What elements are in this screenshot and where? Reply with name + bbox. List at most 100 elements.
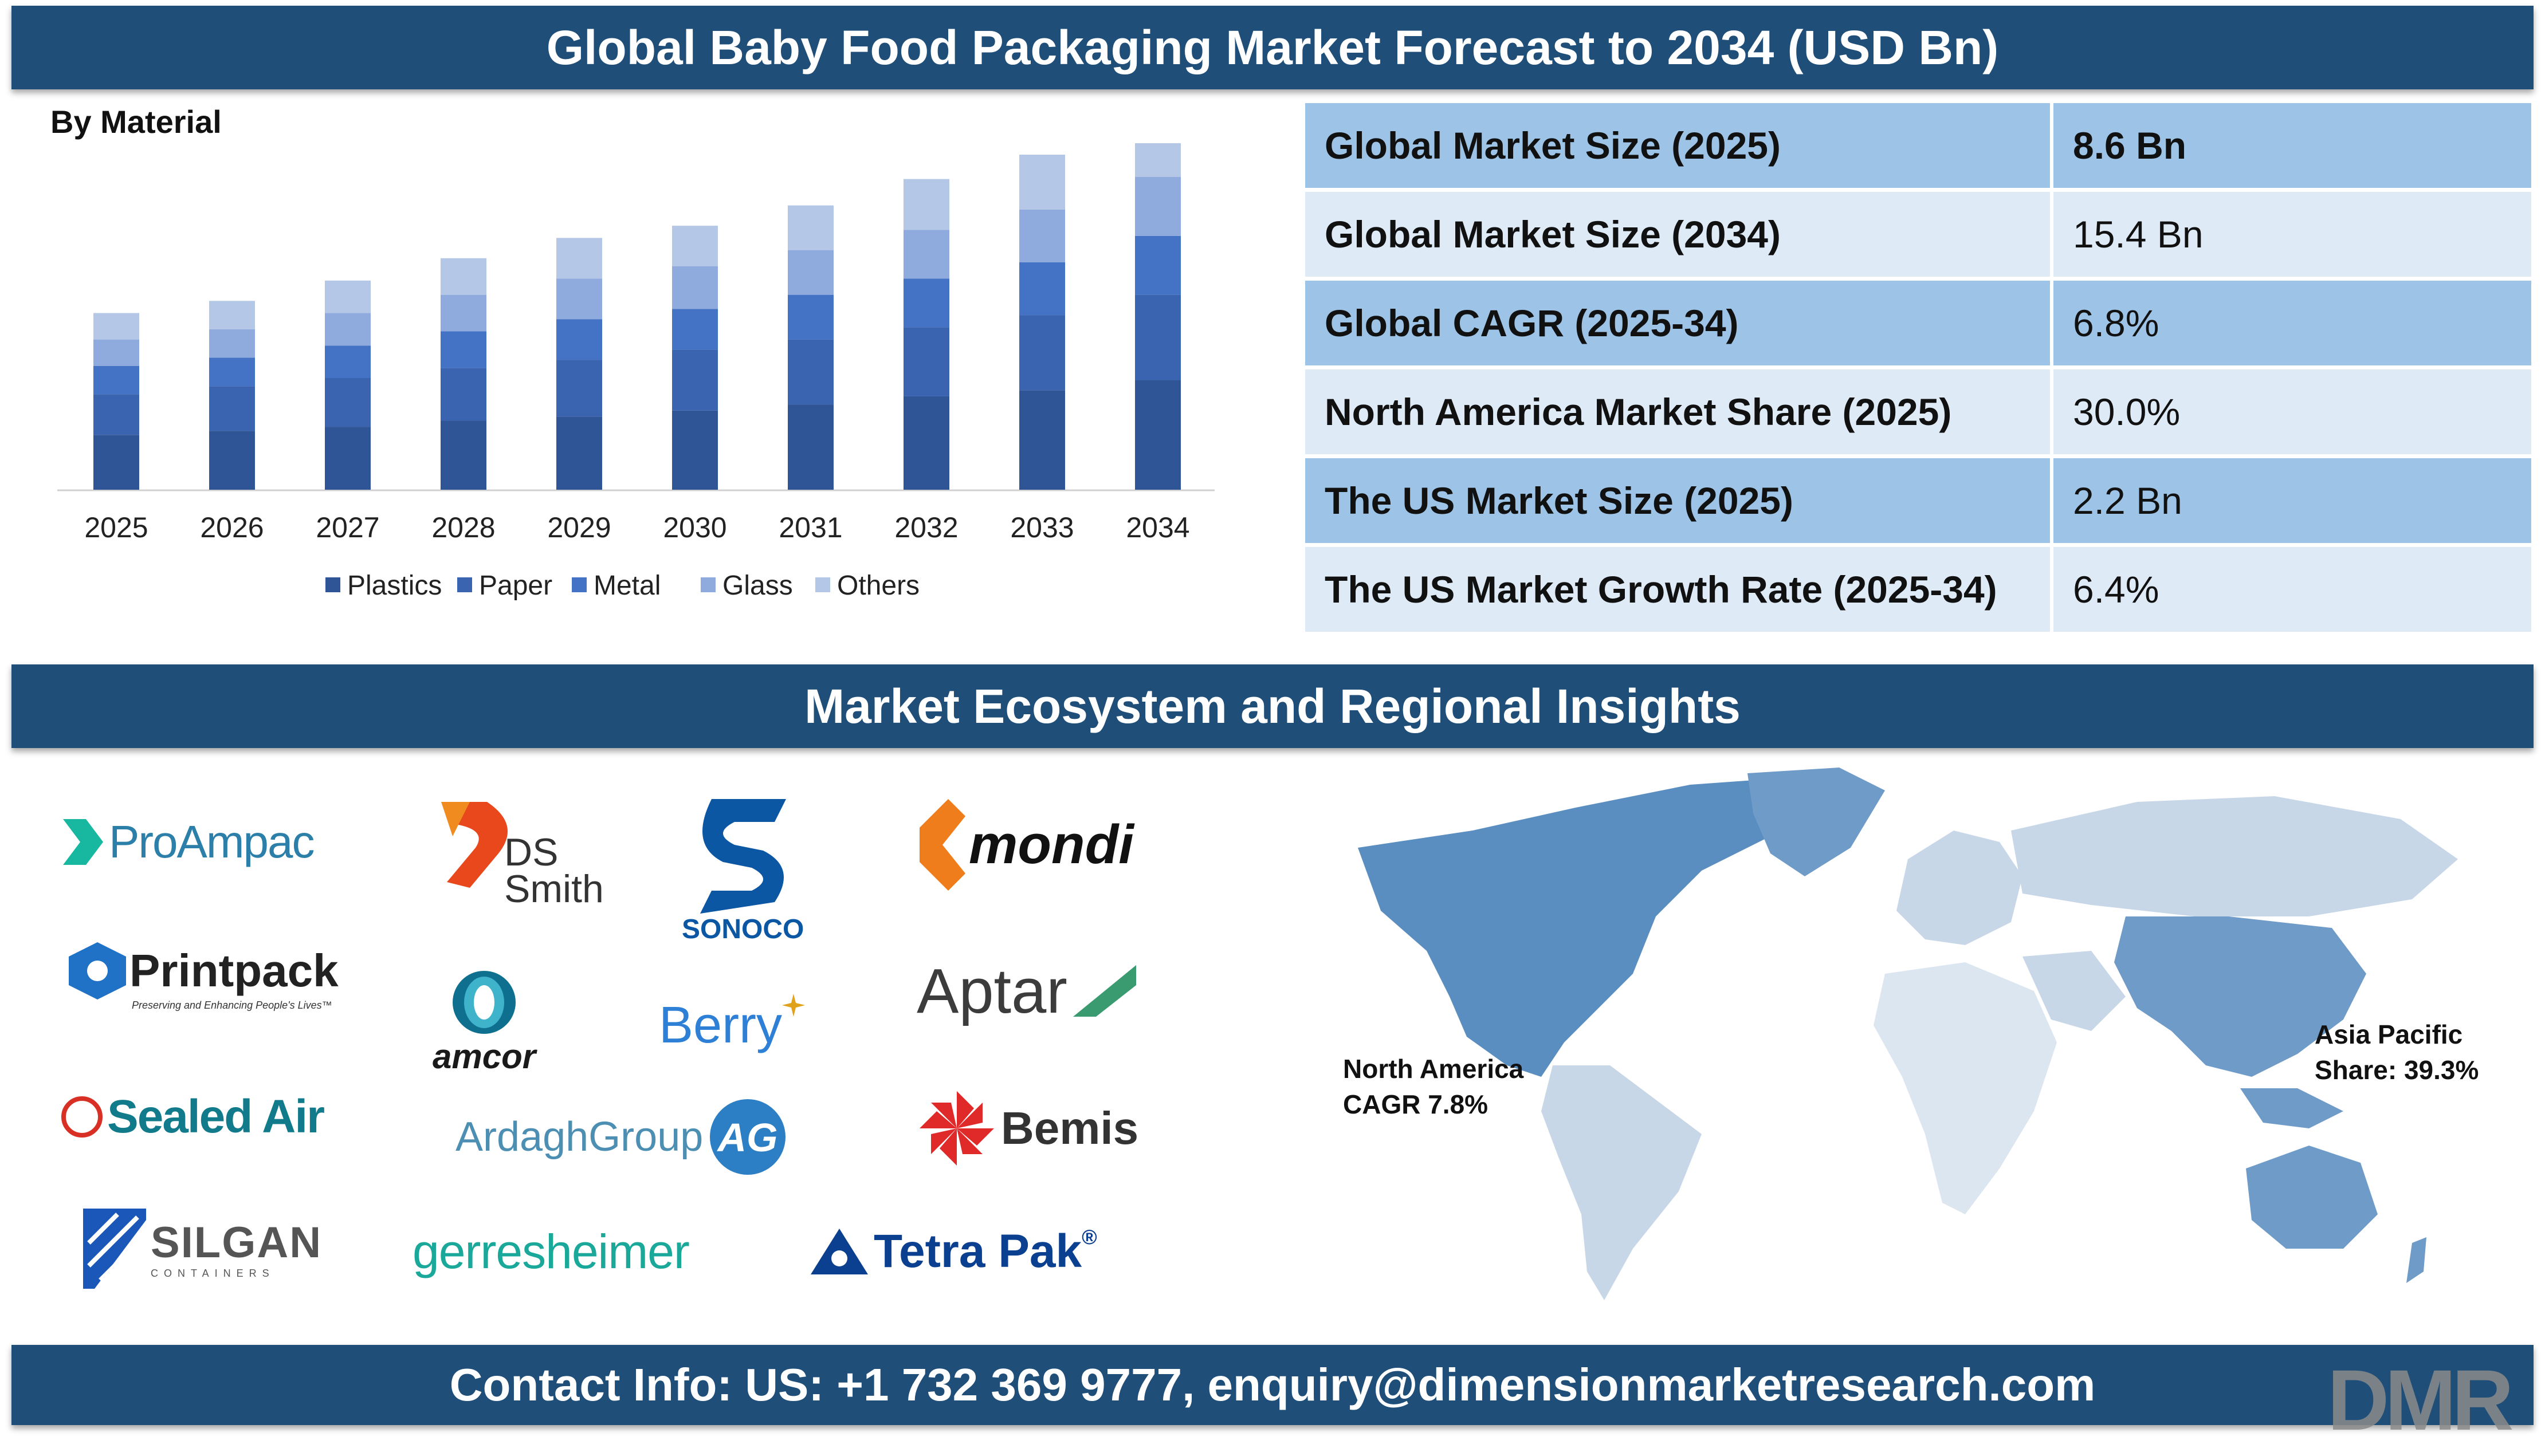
- bar-segment-others-2034: [1135, 143, 1181, 177]
- bar-segment-others-2026: [209, 301, 255, 329]
- contact-banner: Contact Info: US: +1 732 369 9777, enqui…: [11, 1345, 2534, 1425]
- bar-segment-metal-2027: [325, 345, 371, 378]
- mondi-logo: mondi: [920, 799, 1134, 891]
- section-title: Market Ecosystem and Regional Insights: [804, 679, 1741, 733]
- x-tick-label: 2027: [316, 511, 379, 544]
- proampac-chevron-icon: [63, 819, 103, 865]
- bar-segment-glass-2033: [1019, 209, 1065, 262]
- map-south-america: [1541, 1065, 1702, 1300]
- bar-segment-paper-2033: [1019, 315, 1065, 391]
- bar-segment-glass-2029: [556, 278, 602, 320]
- asia-pacific-label: Asia Pacific Share: 39.3%: [2315, 1020, 2479, 1085]
- x-tick-label: 2028: [431, 511, 495, 544]
- bar-segment-metal-2028: [441, 331, 486, 368]
- bar-segment-plastics-2027: [325, 427, 371, 490]
- bar-segment-plastics-2028: [441, 420, 486, 490]
- bar-segment-paper-2028: [441, 368, 486, 421]
- metric-label: Global Market Size (2025): [1325, 124, 1781, 167]
- legend-label-others: Others: [837, 570, 920, 601]
- bar-segment-plastics-2025: [93, 435, 139, 490]
- bar-segment-others-2031: [788, 205, 834, 250]
- page-title-banner: Global Baby Food Packaging Market Foreca…: [11, 6, 2534, 89]
- ardagh-emblem-icon: AG: [710, 1099, 786, 1175]
- registered-mark-icon: ®: [1082, 1225, 1097, 1249]
- metric-row: Global Market Size (2034) 15.4 Bn: [1305, 192, 2531, 277]
- ds-smith-smith: Smith: [504, 867, 604, 911]
- contact-info: Contact Info: US: +1 732 369 9777, enqui…: [449, 1359, 2096, 1410]
- bar-segment-metal-2031: [788, 294, 834, 340]
- silgan-emblem-icon: [83, 1209, 146, 1289]
- metric-label: The US Market Growth Rate (2025-34): [1325, 568, 1997, 611]
- legend-swatch-glass: [701, 577, 716, 592]
- printpack-emblem-icon: [69, 942, 126, 999]
- metric-label: North America Market Share (2025): [1325, 391, 1952, 433]
- amcor-globe-icon: [453, 971, 516, 1034]
- bar-segment-others-2030: [672, 226, 718, 266]
- printpack-logo: Printpack Preserving and Enhancing Peopl…: [69, 942, 339, 1012]
- metric-label: Global Market Size (2034): [1325, 213, 1781, 255]
- x-tick-label: 2029: [547, 511, 611, 544]
- x-tick-label: 2030: [663, 511, 726, 544]
- metric-value: 30.0%: [2050, 369, 2531, 454]
- bar-segment-metal-2030: [672, 309, 718, 350]
- legend-swatch-others: [815, 577, 830, 592]
- sonoco-emblem-icon: [700, 799, 786, 914]
- map-europe: [1896, 831, 2022, 945]
- dmr-logo: DMR: [2327, 1352, 2514, 1448]
- bar-segment-paper-2027: [325, 378, 371, 427]
- legend-swatch-plastics: [325, 577, 340, 592]
- bar-segment-paper-2034: [1135, 294, 1181, 380]
- legend-label-glass: Glass: [722, 570, 793, 601]
- metric-value: 6.8%: [2050, 281, 2531, 365]
- page-title: Global Baby Food Packaging Market Foreca…: [546, 20, 1999, 74]
- berry-logo: Berry: [659, 985, 806, 1065]
- bar-segment-plastics-2032: [904, 396, 949, 490]
- bemis-logo: Bemis: [920, 1088, 1138, 1168]
- bar-segment-glass-2031: [788, 250, 834, 295]
- bar-segment-plastics-2030: [672, 410, 718, 490]
- chart-title: By Material: [50, 104, 222, 140]
- map-new-zealand: [2406, 1237, 2426, 1283]
- metric-label: Global CAGR (2025-34): [1325, 302, 1739, 344]
- svg-text:AG: AG: [717, 1115, 778, 1160]
- section-title-banner: Market Ecosystem and Regional Insights: [11, 664, 2534, 748]
- berry-star-icon: [782, 994, 806, 1017]
- map-middle-east: [2022, 951, 2126, 1031]
- ds-smith-ds: DS: [504, 831, 559, 874]
- ardagh-logo: ArdaghGroup AG: [455, 1097, 788, 1177]
- bar-segment-others-2027: [325, 280, 371, 313]
- bar-segment-metal-2033: [1019, 262, 1065, 316]
- bar-segment-glass-2034: [1135, 177, 1181, 236]
- stacked-bar-chart: 2025 2026 2027 2028 2029 2030 2031 2032 2033 2034…: [57, 143, 1215, 601]
- gerresheimer-logo: gerresheimer: [413, 1224, 690, 1278]
- legend-label-paper: Paper: [479, 570, 552, 601]
- tetra-pak-logo: Tetra Pak ®: [811, 1220, 1097, 1283]
- x-tick-label: 2034: [1126, 511, 1189, 544]
- bemis-pinwheel-icon: [920, 1091, 994, 1166]
- bar-segment-paper-2025: [93, 394, 139, 435]
- map-north-america: [1358, 779, 1839, 1077]
- bar-segment-glass-2025: [93, 339, 139, 366]
- legend-swatch-paper: [457, 577, 472, 592]
- bar-segment-others-2028: [441, 258, 486, 295]
- legend-label-plastics: Plastics: [347, 570, 442, 601]
- map-greenland: [1747, 768, 1885, 876]
- tetra-pak-triangle-icon: [811, 1229, 868, 1274]
- bar-segment-metal-2032: [904, 278, 949, 328]
- bar-segment-glass-2030: [672, 266, 718, 309]
- aptar-triangle-icon: [1073, 965, 1136, 1017]
- bar-segment-glass-2027: [325, 313, 371, 346]
- bar-segment-glass-2028: [441, 294, 486, 332]
- sealed-air-circle-icon: [61, 1096, 103, 1138]
- bar-segment-paper-2026: [209, 386, 255, 431]
- metric-label: The US Market Size (2025): [1325, 479, 1793, 522]
- aptar-logo: Aptar: [917, 951, 1136, 1031]
- metric-row: The US Market Growth Rate (2025-34) 6.4%: [1305, 547, 2531, 632]
- x-tick-label: 2026: [200, 511, 264, 544]
- x-tick-label: 2025: [84, 511, 148, 544]
- x-tick-label: 2031: [779, 511, 842, 544]
- bar-segment-paper-2029: [556, 360, 602, 417]
- bar-segment-paper-2032: [904, 327, 949, 396]
- amcor-logo: amcor: [433, 968, 536, 1076]
- bar-segment-metal-2029: [556, 319, 602, 360]
